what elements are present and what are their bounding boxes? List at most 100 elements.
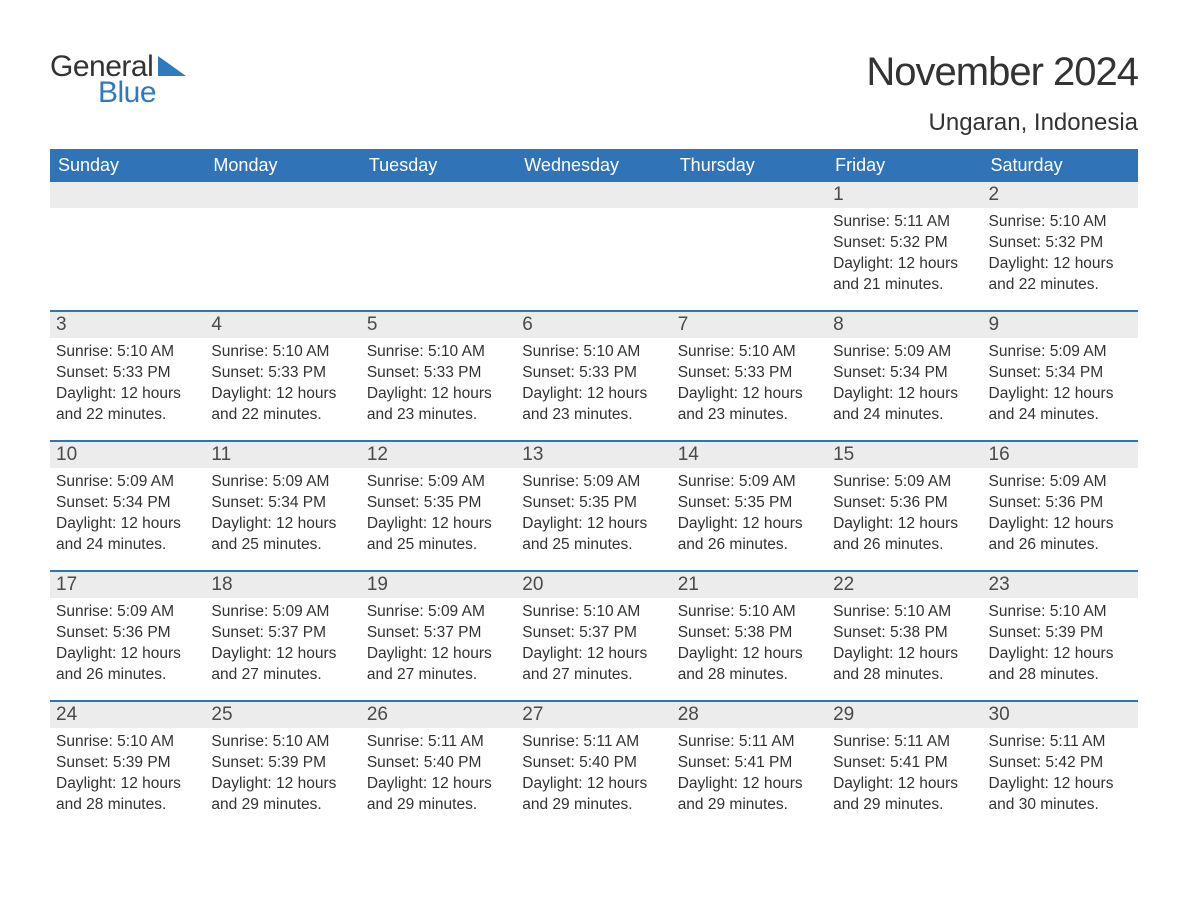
calendar-cell (205, 182, 360, 310)
sunrise-line: Sunrise: 5:09 AM (367, 472, 510, 493)
day-number: 13 (516, 442, 671, 468)
weekday-header: Friday (827, 149, 982, 182)
sunrise-line: Sunrise: 5:09 AM (989, 342, 1132, 363)
calendar-cell: 30Sunrise: 5:11 AMSunset: 5:42 PMDayligh… (983, 702, 1138, 830)
day-details: Sunrise: 5:10 AMSunset: 5:37 PMDaylight:… (516, 598, 671, 690)
day-details: Sunrise: 5:09 AMSunset: 5:34 PMDaylight:… (205, 468, 360, 560)
calendar-cell: 17Sunrise: 5:09 AMSunset: 5:36 PMDayligh… (50, 572, 205, 700)
day-number: 15 (827, 442, 982, 468)
daylight-line: Daylight: 12 hours and 25 minutes. (522, 514, 665, 556)
sunset-line: Sunset: 5:41 PM (678, 753, 821, 774)
daylight-line: Daylight: 12 hours and 25 minutes. (211, 514, 354, 556)
daylight-line: Daylight: 12 hours and 23 minutes. (678, 384, 821, 426)
sunrise-line: Sunrise: 5:11 AM (522, 732, 665, 753)
sunrise-line: Sunrise: 5:09 AM (367, 602, 510, 623)
sunset-line: Sunset: 5:34 PM (833, 363, 976, 384)
daylight-line: Daylight: 12 hours and 28 minutes. (833, 644, 976, 686)
sunset-line: Sunset: 5:35 PM (678, 493, 821, 514)
sunrise-line: Sunrise: 5:11 AM (989, 732, 1132, 753)
sunrise-line: Sunrise: 5:09 AM (989, 472, 1132, 493)
day-number: 24 (50, 702, 205, 728)
sunrise-line: Sunrise: 5:10 AM (211, 732, 354, 753)
sunset-line: Sunset: 5:35 PM (367, 493, 510, 514)
sunset-line: Sunset: 5:32 PM (989, 233, 1132, 254)
sunset-line: Sunset: 5:38 PM (833, 623, 976, 644)
day-number: 7 (672, 312, 827, 338)
week-row: 3Sunrise: 5:10 AMSunset: 5:33 PMDaylight… (50, 310, 1138, 440)
day-details: Sunrise: 5:11 AMSunset: 5:41 PMDaylight:… (827, 728, 982, 820)
daylight-line: Daylight: 12 hours and 29 minutes. (211, 774, 354, 816)
location-label: Ungaran, Indonesia (866, 109, 1138, 137)
daylight-line: Daylight: 12 hours and 28 minutes. (56, 774, 199, 816)
sunset-line: Sunset: 5:40 PM (367, 753, 510, 774)
day-number: 10 (50, 442, 205, 468)
daylight-line: Daylight: 12 hours and 22 minutes. (211, 384, 354, 426)
day-number: 19 (361, 572, 516, 598)
sunset-line: Sunset: 5:33 PM (56, 363, 199, 384)
brand-logo: General Blue (50, 50, 186, 110)
daylight-line: Daylight: 12 hours and 28 minutes. (678, 644, 821, 686)
day-details: Sunrise: 5:09 AMSunset: 5:34 PMDaylight:… (983, 338, 1138, 430)
calendar-cell: 8Sunrise: 5:09 AMSunset: 5:34 PMDaylight… (827, 312, 982, 440)
daylight-line: Daylight: 12 hours and 29 minutes. (522, 774, 665, 816)
daylight-line: Daylight: 12 hours and 29 minutes. (367, 774, 510, 816)
weekday-header-row: Sunday Monday Tuesday Wednesday Thursday… (50, 149, 1138, 182)
calendar-cell: 15Sunrise: 5:09 AMSunset: 5:36 PMDayligh… (827, 442, 982, 570)
day-number: 4 (205, 312, 360, 338)
daylight-line: Daylight: 12 hours and 24 minutes. (56, 514, 199, 556)
sunrise-line: Sunrise: 5:10 AM (833, 602, 976, 623)
week-row: 24Sunrise: 5:10 AMSunset: 5:39 PMDayligh… (50, 700, 1138, 830)
calendar-cell: 28Sunrise: 5:11 AMSunset: 5:41 PMDayligh… (672, 702, 827, 830)
daylight-line: Daylight: 12 hours and 22 minutes. (989, 254, 1132, 296)
day-details: Sunrise: 5:10 AMSunset: 5:39 PMDaylight:… (205, 728, 360, 820)
calendar-cell: 20Sunrise: 5:10 AMSunset: 5:37 PMDayligh… (516, 572, 671, 700)
daylight-line: Daylight: 12 hours and 27 minutes. (522, 644, 665, 686)
day-number: 6 (516, 312, 671, 338)
sunset-line: Sunset: 5:34 PM (56, 493, 199, 514)
sunset-line: Sunset: 5:33 PM (367, 363, 510, 384)
day-number (672, 182, 827, 208)
week-row: 10Sunrise: 5:09 AMSunset: 5:34 PMDayligh… (50, 440, 1138, 570)
sunrise-line: Sunrise: 5:10 AM (367, 342, 510, 363)
page-header: General Blue November 2024 Ungaran, Indo… (50, 50, 1138, 137)
sunrise-line: Sunrise: 5:10 AM (522, 342, 665, 363)
daylight-line: Daylight: 12 hours and 24 minutes. (833, 384, 976, 426)
day-details: Sunrise: 5:10 AMSunset: 5:33 PMDaylight:… (672, 338, 827, 430)
sunset-line: Sunset: 5:36 PM (833, 493, 976, 514)
calendar-cell: 16Sunrise: 5:09 AMSunset: 5:36 PMDayligh… (983, 442, 1138, 570)
calendar-cell: 9Sunrise: 5:09 AMSunset: 5:34 PMDaylight… (983, 312, 1138, 440)
sunset-line: Sunset: 5:41 PM (833, 753, 976, 774)
calendar-cell: 21Sunrise: 5:10 AMSunset: 5:38 PMDayligh… (672, 572, 827, 700)
day-number: 25 (205, 702, 360, 728)
day-details: Sunrise: 5:09 AMSunset: 5:36 PMDaylight:… (827, 468, 982, 560)
daylight-line: Daylight: 12 hours and 28 minutes. (989, 644, 1132, 686)
day-number: 22 (827, 572, 982, 598)
calendar: Sunday Monday Tuesday Wednesday Thursday… (50, 149, 1138, 830)
daylight-line: Daylight: 12 hours and 27 minutes. (211, 644, 354, 686)
daylight-line: Daylight: 12 hours and 27 minutes. (367, 644, 510, 686)
week-row: 1Sunrise: 5:11 AMSunset: 5:32 PMDaylight… (50, 182, 1138, 310)
day-details: Sunrise: 5:09 AMSunset: 5:37 PMDaylight:… (361, 598, 516, 690)
calendar-cell: 3Sunrise: 5:10 AMSunset: 5:33 PMDaylight… (50, 312, 205, 440)
day-details: Sunrise: 5:10 AMSunset: 5:33 PMDaylight:… (205, 338, 360, 430)
day-number: 9 (983, 312, 1138, 338)
day-details: Sunrise: 5:11 AMSunset: 5:40 PMDaylight:… (516, 728, 671, 820)
week-row: 17Sunrise: 5:09 AMSunset: 5:36 PMDayligh… (50, 570, 1138, 700)
calendar-cell: 18Sunrise: 5:09 AMSunset: 5:37 PMDayligh… (205, 572, 360, 700)
calendar-cell: 6Sunrise: 5:10 AMSunset: 5:33 PMDaylight… (516, 312, 671, 440)
sunset-line: Sunset: 5:34 PM (211, 493, 354, 514)
weekday-header: Sunday (50, 149, 205, 182)
day-number: 8 (827, 312, 982, 338)
calendar-cell (50, 182, 205, 310)
sunset-line: Sunset: 5:37 PM (522, 623, 665, 644)
day-details: Sunrise: 5:09 AMSunset: 5:35 PMDaylight:… (672, 468, 827, 560)
day-details: Sunrise: 5:10 AMSunset: 5:33 PMDaylight:… (516, 338, 671, 430)
day-details: Sunrise: 5:10 AMSunset: 5:33 PMDaylight:… (361, 338, 516, 430)
daylight-line: Daylight: 12 hours and 23 minutes. (367, 384, 510, 426)
daylight-line: Daylight: 12 hours and 26 minutes. (678, 514, 821, 556)
day-details: Sunrise: 5:11 AMSunset: 5:42 PMDaylight:… (983, 728, 1138, 820)
sunset-line: Sunset: 5:39 PM (56, 753, 199, 774)
sunset-line: Sunset: 5:37 PM (367, 623, 510, 644)
sunset-line: Sunset: 5:36 PM (989, 493, 1132, 514)
calendar-cell: 29Sunrise: 5:11 AMSunset: 5:41 PMDayligh… (827, 702, 982, 830)
